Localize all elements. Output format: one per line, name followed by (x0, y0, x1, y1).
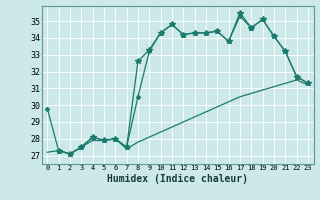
X-axis label: Humidex (Indice chaleur): Humidex (Indice chaleur) (107, 174, 248, 184)
